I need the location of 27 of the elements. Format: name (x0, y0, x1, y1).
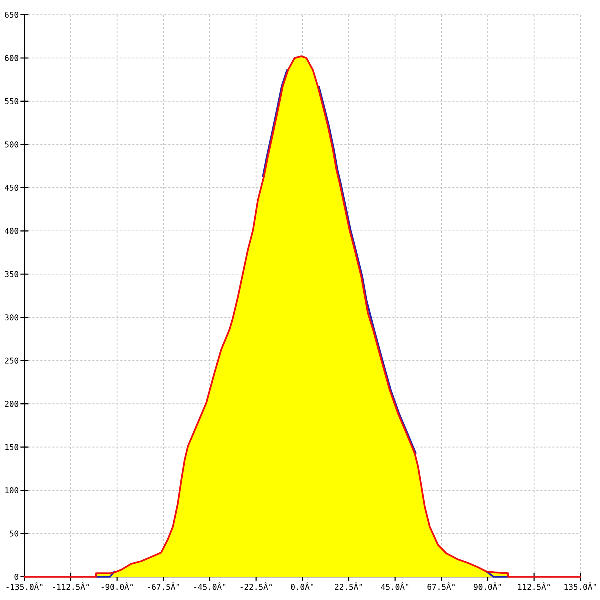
y-tick-label: 600 (5, 55, 19, 62)
y-tick-label: 650 (5, 12, 19, 18)
y-tick-label: 0 (14, 574, 19, 580)
x-tick-label: 90.0Â° (474, 582, 502, 590)
x-tick-label: -22.5Â° (240, 582, 272, 590)
y-tick-label: 550 (5, 98, 19, 104)
x-tick-label: 22.5Â° (335, 582, 362, 590)
y-tick-label: 100 (6, 488, 19, 494)
y-tick-label: 500 (5, 142, 19, 148)
x-tick-label: -112.5Â° (53, 582, 90, 590)
y-tick-label: 300 (5, 314, 19, 321)
y-tick-label: 50 (10, 530, 19, 537)
x-tick-label: 135.0Â° (564, 582, 596, 590)
y-tick-label: 400 (5, 228, 19, 234)
x-tick-label: 67.5Â° (428, 582, 455, 590)
y-tick-label: 200 (5, 401, 19, 408)
x-tick-label: -90.0Â° (102, 582, 134, 590)
y-tick-label: 450 (5, 184, 19, 191)
x-tick-label: 45.0Â° (381, 582, 409, 590)
y-tick-label: 350 (5, 271, 19, 278)
x-tick-label: 112.5Â° (518, 582, 550, 590)
y-tick-label: 150 (6, 444, 19, 450)
x-tick-label: 0.0Â° (291, 582, 314, 590)
x-tick-label: -135.0Â° (6, 582, 43, 590)
x-tick-label: -67.5Â° (148, 582, 180, 590)
x-tick-label: -45.0Â° (194, 582, 226, 590)
y-tick-label: 250 (5, 358, 19, 364)
